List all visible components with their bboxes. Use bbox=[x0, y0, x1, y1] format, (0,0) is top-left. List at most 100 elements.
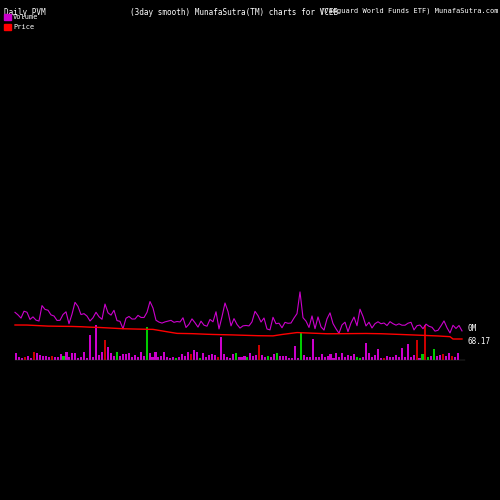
Bar bbox=[365, 343, 367, 360]
Bar bbox=[412, 355, 414, 360]
Bar bbox=[294, 346, 296, 360]
Bar bbox=[4, 14, 11, 20]
Bar bbox=[330, 354, 332, 360]
Bar bbox=[190, 354, 192, 360]
Bar bbox=[371, 357, 373, 360]
Bar bbox=[193, 350, 195, 360]
Bar bbox=[318, 357, 320, 360]
Bar bbox=[448, 352, 450, 360]
Bar bbox=[436, 356, 438, 360]
Bar bbox=[359, 358, 361, 360]
Bar bbox=[24, 357, 26, 360]
Bar bbox=[368, 353, 370, 360]
Bar bbox=[336, 353, 338, 360]
Text: Daily PVM: Daily PVM bbox=[4, 8, 45, 17]
Bar bbox=[116, 352, 118, 360]
Bar bbox=[291, 358, 293, 360]
Bar bbox=[95, 325, 97, 360]
Bar bbox=[332, 358, 334, 360]
Bar bbox=[246, 358, 248, 360]
Bar bbox=[222, 354, 224, 360]
Bar bbox=[119, 356, 121, 360]
Bar bbox=[122, 354, 124, 360]
Bar bbox=[424, 325, 426, 360]
Bar bbox=[175, 358, 178, 360]
Bar bbox=[276, 354, 278, 360]
Bar bbox=[86, 358, 88, 360]
Bar bbox=[282, 356, 284, 360]
Bar bbox=[353, 354, 356, 360]
Bar bbox=[348, 355, 350, 360]
Bar bbox=[4, 24, 11, 30]
Bar bbox=[264, 358, 266, 360]
Bar bbox=[152, 357, 154, 360]
Bar bbox=[220, 337, 222, 360]
Bar bbox=[374, 356, 376, 360]
Bar bbox=[38, 355, 41, 360]
Bar bbox=[406, 344, 408, 360]
Bar bbox=[428, 357, 430, 360]
Bar bbox=[199, 358, 201, 360]
Bar bbox=[244, 356, 246, 360]
Bar bbox=[178, 357, 180, 360]
Bar bbox=[392, 357, 394, 360]
Bar bbox=[154, 352, 156, 360]
Bar bbox=[160, 356, 162, 360]
Bar bbox=[142, 356, 144, 360]
Bar bbox=[338, 356, 340, 360]
Bar bbox=[158, 357, 160, 360]
Bar bbox=[398, 357, 400, 360]
Bar bbox=[72, 354, 74, 360]
Bar bbox=[312, 340, 314, 360]
Bar bbox=[74, 353, 76, 360]
Bar bbox=[261, 355, 264, 360]
Bar bbox=[228, 358, 230, 360]
Bar bbox=[134, 356, 136, 360]
Bar bbox=[92, 357, 94, 360]
Bar bbox=[342, 354, 344, 360]
Bar bbox=[422, 354, 424, 360]
Bar bbox=[383, 358, 385, 360]
Bar bbox=[78, 358, 80, 360]
Bar bbox=[356, 358, 358, 360]
Bar bbox=[205, 357, 207, 360]
Bar bbox=[104, 340, 106, 360]
Bar bbox=[324, 356, 326, 360]
Bar bbox=[404, 357, 406, 360]
Bar bbox=[380, 358, 382, 360]
Bar bbox=[89, 334, 91, 360]
Bar bbox=[98, 355, 100, 360]
Bar bbox=[389, 356, 391, 360]
Bar bbox=[362, 356, 364, 360]
Bar bbox=[216, 357, 219, 360]
Bar bbox=[214, 355, 216, 360]
Bar bbox=[240, 357, 242, 360]
Bar bbox=[146, 327, 148, 360]
Text: Volume: Volume bbox=[13, 14, 38, 20]
Bar bbox=[21, 358, 23, 360]
Bar bbox=[107, 346, 109, 360]
Bar bbox=[394, 355, 397, 360]
Bar bbox=[303, 356, 305, 360]
Bar bbox=[430, 356, 432, 360]
Bar bbox=[226, 357, 228, 360]
Bar bbox=[350, 356, 352, 360]
Bar bbox=[170, 358, 172, 360]
Bar bbox=[314, 357, 316, 360]
Text: 68.17: 68.17 bbox=[467, 338, 490, 346]
Bar bbox=[285, 356, 287, 360]
Bar bbox=[202, 353, 204, 360]
Bar bbox=[18, 356, 20, 360]
Bar bbox=[172, 357, 174, 360]
Bar bbox=[386, 356, 388, 360]
Bar bbox=[48, 358, 50, 360]
Bar bbox=[454, 357, 456, 360]
Bar bbox=[15, 353, 17, 360]
Bar bbox=[211, 354, 213, 360]
Bar bbox=[297, 358, 299, 360]
Bar bbox=[308, 356, 311, 360]
Text: (3day smooth) MunafaSutra(TM) charts for VCEB: (3day smooth) MunafaSutra(TM) charts for… bbox=[130, 8, 338, 17]
Bar bbox=[258, 346, 260, 360]
Bar bbox=[234, 354, 236, 360]
Bar bbox=[50, 356, 52, 360]
